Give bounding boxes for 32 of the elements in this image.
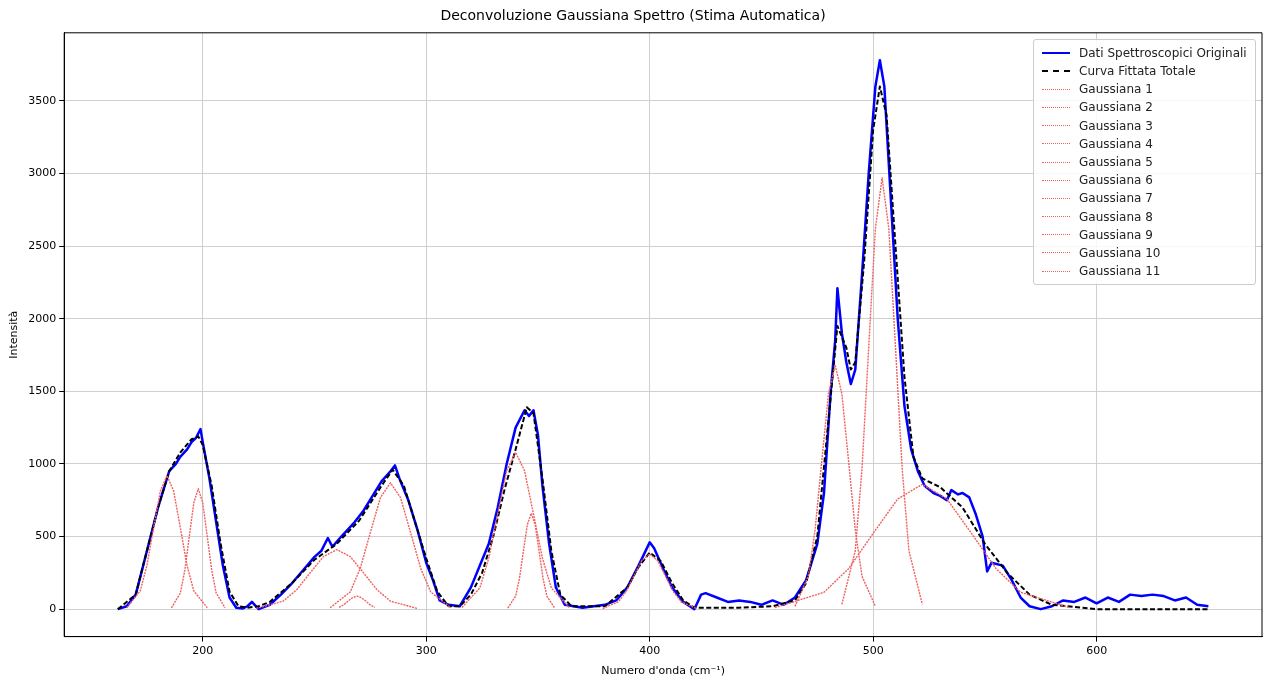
y-tick-label: 1500 — [28, 384, 57, 398]
legend-label: Gaussiana 6 — [1079, 173, 1153, 188]
legend-label: Gaussiana 11 — [1079, 264, 1161, 279]
y-tick-label: 3500 — [28, 93, 57, 107]
legend-label: Gaussiana 1 — [1079, 82, 1153, 97]
y-tick-label: 3000 — [28, 166, 57, 180]
x-tick-label: 300 — [415, 644, 437, 658]
chart-title: Deconvoluzione Gaussiana Spettro (Stima Automatica) — [440, 7, 826, 24]
y-tick-label: 0 — [49, 602, 57, 616]
legend-label: Gaussiana 9 — [1079, 227, 1153, 242]
legend-label: Curva Fittata Totale — [1079, 64, 1196, 79]
legend-label: Gaussiana 2 — [1079, 100, 1153, 115]
legend-label: Gaussiana 3 — [1079, 118, 1153, 133]
legend-label: Gaussiana 8 — [1079, 209, 1153, 224]
legend-label: Gaussiana 4 — [1079, 136, 1153, 151]
x-tick-label: 200 — [192, 644, 214, 658]
line-series — [338, 595, 376, 609]
y-tick-label: 2000 — [28, 311, 57, 325]
legend-label: Dati Spettroscopici Originali — [1079, 45, 1247, 60]
y-axis-title: Intensità — [7, 310, 21, 359]
line-series — [602, 553, 698, 610]
x-tick-label: 400 — [639, 644, 661, 658]
y-tick-label: 500 — [35, 529, 57, 543]
x-tick-label: 600 — [1086, 644, 1108, 658]
legend-label: Gaussiana 5 — [1079, 155, 1153, 170]
y-tick-label: 2500 — [28, 238, 57, 252]
x-axis-title: Numero d'onda (cm⁻¹) — [601, 664, 725, 678]
y-tick-label: 1000 — [28, 456, 57, 470]
x-tick-label: 500 — [862, 644, 884, 658]
legend-label: Gaussiana 7 — [1079, 191, 1153, 206]
legend-label: Gaussiana 10 — [1079, 245, 1161, 260]
line-series — [461, 451, 570, 609]
